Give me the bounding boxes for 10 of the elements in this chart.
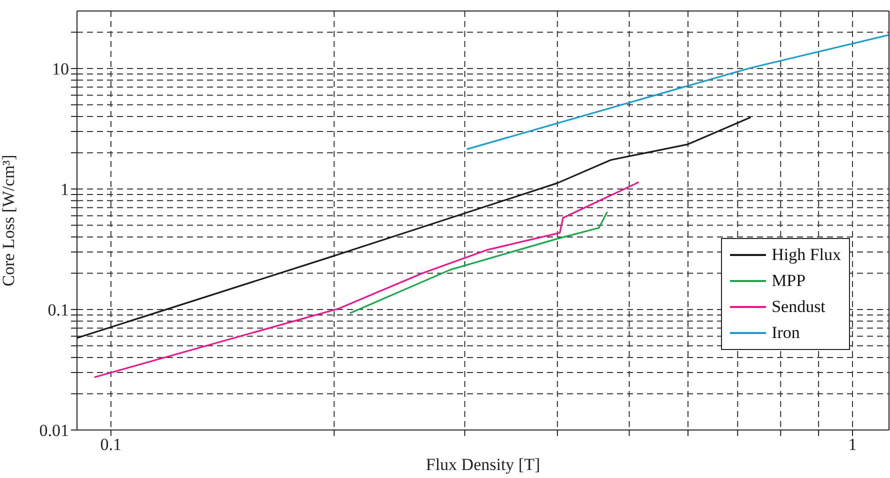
legend-label: MPP <box>772 270 806 292</box>
x-axis-title: Flux Density [T] <box>426 455 540 474</box>
legend-label: Iron <box>772 322 800 344</box>
legend-label: High Flux <box>772 244 841 266</box>
y-axis-title: Core Loss [W/cm³] <box>0 154 18 286</box>
legend-label: Sendust <box>772 296 826 318</box>
y-tick-label: 10 <box>52 60 69 79</box>
y-tick-label: 1 <box>60 180 69 200</box>
y-tick-label: 0.1 <box>48 300 69 320</box>
y-tick-label: 0.01 <box>39 421 69 440</box>
